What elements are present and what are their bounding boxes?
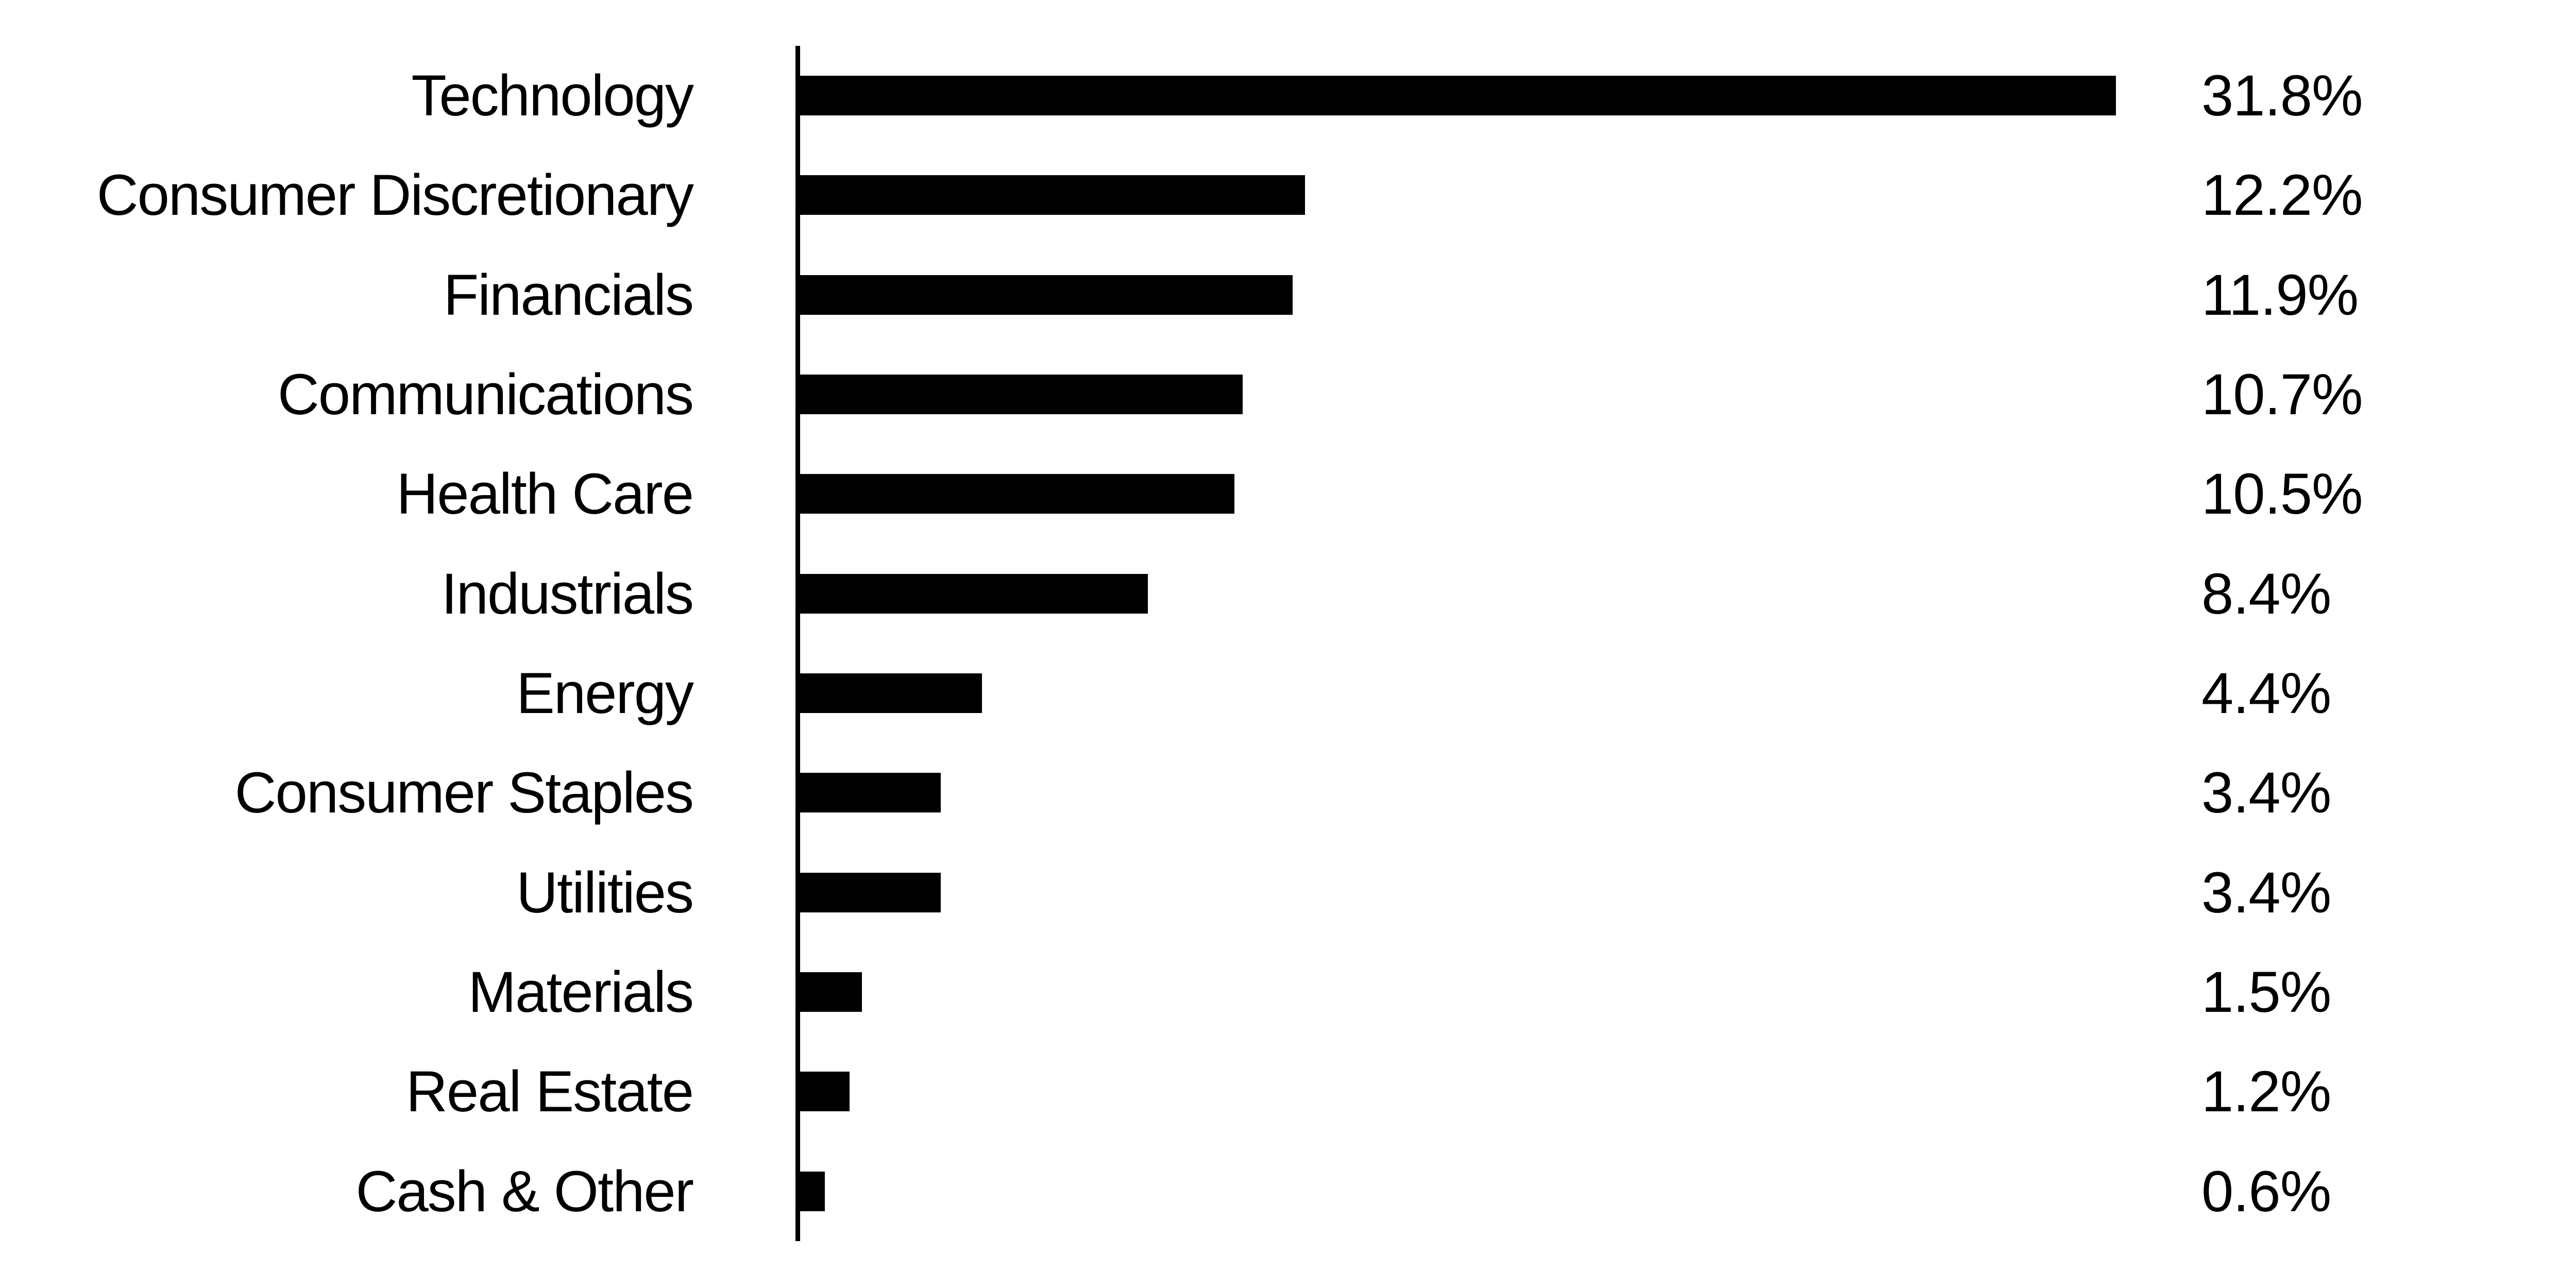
bar-row: Real Estate 1.2% bbox=[0, 1042, 2576, 1141]
value-label: 0.6% bbox=[2201, 1159, 2331, 1224]
bar-row: Health Care 10.5% bbox=[0, 444, 2576, 544]
bar-row: Consumer Discretionary 12.2% bbox=[0, 145, 2576, 245]
value-label: 1.5% bbox=[2201, 960, 2331, 1025]
category-label: Industrials bbox=[441, 561, 694, 626]
bar bbox=[800, 374, 1243, 414]
bar bbox=[800, 76, 2116, 115]
value-label: 4.4% bbox=[2201, 661, 2331, 726]
value-label: 10.7% bbox=[2201, 362, 2363, 427]
value-label: 8.4% bbox=[2201, 561, 2331, 626]
category-label: Cash & Other bbox=[355, 1159, 694, 1224]
bar-row: Communications 10.7% bbox=[0, 345, 2576, 444]
bar-row: Utilities 3.4% bbox=[0, 843, 2576, 942]
bar-row: Industrials 8.4% bbox=[0, 544, 2576, 643]
plot-area: Technology 31.8% Consumer Discretionary … bbox=[0, 46, 2576, 1241]
value-label: 12.2% bbox=[2201, 163, 2363, 228]
bar-row: Financials 11.9% bbox=[0, 245, 2576, 345]
bar bbox=[800, 972, 862, 1012]
category-label: Consumer Staples bbox=[234, 760, 694, 825]
bar-row: Consumer Staples 3.4% bbox=[0, 743, 2576, 842]
bar-row: Energy 4.4% bbox=[0, 643, 2576, 743]
bar bbox=[800, 1072, 850, 1112]
value-label: 31.8% bbox=[2201, 63, 2363, 128]
bar bbox=[800, 275, 1293, 315]
bar bbox=[800, 673, 982, 713]
value-label: 10.5% bbox=[2201, 462, 2363, 527]
bar bbox=[800, 573, 1148, 614]
chart-rows: Technology 31.8% Consumer Discretionary … bbox=[0, 46, 2576, 1241]
category-label: Consumer Discretionary bbox=[96, 163, 694, 228]
category-label: Communications bbox=[277, 362, 694, 427]
value-label: 11.9% bbox=[2201, 262, 2359, 327]
bar bbox=[800, 474, 1235, 514]
bar bbox=[800, 872, 941, 912]
bar-row: Materials 1.5% bbox=[0, 942, 2576, 1042]
category-label: Utilities bbox=[516, 860, 694, 925]
value-label: 1.2% bbox=[2201, 1059, 2331, 1124]
bar-row: Cash & Other 0.6% bbox=[0, 1142, 2576, 1241]
value-label: 3.4% bbox=[2201, 760, 2331, 825]
category-label: Energy bbox=[516, 661, 694, 726]
category-label: Health Care bbox=[396, 462, 694, 527]
bar bbox=[800, 773, 941, 813]
category-label: Financials bbox=[443, 262, 694, 327]
value-label: 3.4% bbox=[2201, 860, 2331, 925]
category-label: Real Estate bbox=[406, 1059, 694, 1124]
bar bbox=[800, 1171, 825, 1211]
bar-row: Technology 31.8% bbox=[0, 46, 2576, 145]
bar bbox=[800, 175, 1305, 215]
y-axis-line bbox=[795, 46, 800, 1241]
category-label: Technology bbox=[411, 63, 694, 128]
category-label: Materials bbox=[468, 960, 694, 1025]
